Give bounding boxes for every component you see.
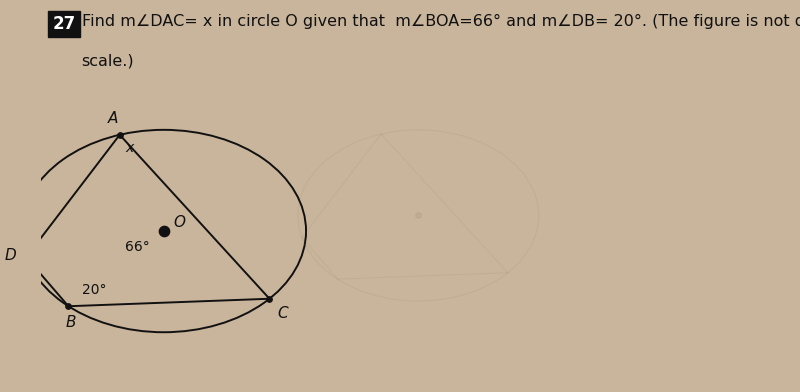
Point	[114, 132, 126, 138]
Point	[62, 303, 75, 309]
Text: scale.): scale.)	[82, 54, 134, 69]
Text: D: D	[5, 248, 16, 263]
Text: 27: 27	[53, 15, 76, 33]
Text: 66°: 66°	[126, 240, 150, 254]
Text: O: O	[174, 215, 186, 230]
Point	[263, 296, 276, 302]
Point	[158, 228, 170, 234]
Text: C: C	[278, 306, 288, 321]
Text: B: B	[66, 315, 77, 330]
Point	[20, 254, 33, 260]
Text: x: x	[126, 142, 134, 155]
Text: 20°: 20°	[82, 283, 106, 296]
Text: A: A	[108, 111, 118, 126]
Text: Find m∠DAC= x in circle O given that  m∠BOA=66° and m∠DB= 20°. (The figure is no: Find m∠DAC= x in circle O given that m∠B…	[82, 14, 800, 29]
Point	[412, 212, 425, 219]
